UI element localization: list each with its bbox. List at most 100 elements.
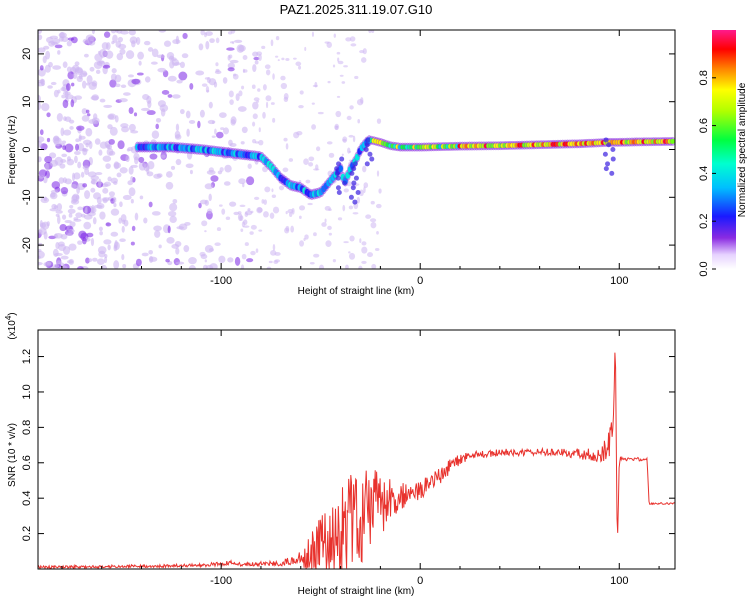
spectrogram-noise-blob [62, 91, 71, 96]
spectrogram-noise-blob [325, 240, 332, 247]
spectrogram-noise-blob [298, 65, 302, 70]
spectrogram-noise-blob [110, 208, 120, 216]
spectrogram-streak-blob [364, 142, 370, 148]
spectrogram-noise-blob [250, 224, 257, 230]
spectrogram-noise-blob [115, 83, 121, 88]
spectrogram-noise-blob [61, 265, 68, 269]
spectrogram-noise-blob [238, 90, 243, 97]
spectrogram-noise-blob [95, 172, 103, 176]
spectrogram-streak-blob [369, 156, 375, 162]
spectrogram-noise-blob [44, 156, 53, 164]
spectrogram-noise-blob [206, 208, 213, 215]
spectrogram-noise-blob [262, 166, 268, 173]
spectrogram-noise-blob [179, 108, 185, 115]
spectrogram-noise-blob [101, 197, 110, 202]
spectrogram-noise-blob [241, 253, 247, 260]
spectrogram-noise-blob [228, 90, 234, 98]
spectrogram-noise-blob [258, 127, 261, 133]
spectrogram-noise-blob [103, 31, 111, 38]
spectrogram-noise-blob [72, 193, 80, 202]
spectrogram-noise-blob [354, 75, 359, 80]
spectrogram-noise-blob [119, 238, 126, 243]
spectrogram-noise-blob [121, 225, 125, 233]
spectrogram-noise-blob [158, 244, 162, 249]
spectrogram-noise-blob [172, 39, 181, 45]
spectrogram-noise-blob [345, 37, 352, 42]
spectrogram-noise-blob [303, 158, 309, 166]
spectrogram-noise-blob [356, 196, 361, 204]
spectrogram-noise-blob [158, 30, 167, 33]
spectrogram-streak-blob [349, 170, 355, 176]
spectrogram-noise-blob [149, 153, 158, 160]
colorbar-gradient [712, 30, 736, 269]
spectrogram-noise-blob [137, 51, 145, 60]
spectrogram-noise-blob [143, 163, 150, 172]
spectrogram-noise-blob [201, 220, 208, 227]
spectrogram-noise-blob [246, 176, 255, 186]
spectrogram-noise-blob [45, 162, 49, 171]
spectrogram-noise-blob [324, 218, 327, 223]
spectrogram-noise-blob [76, 75, 83, 82]
spectrogram-noise-blob [65, 83, 71, 91]
spectrogram-noise-blob [317, 111, 324, 115]
spectrogram-noise-blob [96, 196, 102, 205]
spectrogram-noise-blob [250, 210, 254, 214]
spectrogram-noise-blob [225, 216, 231, 221]
spectrogram-noise-blob [241, 126, 248, 134]
spectrogram-noise-blob [258, 139, 264, 146]
spectrogram-noise-blob [174, 240, 182, 247]
spectrogram-noise-blob [272, 244, 276, 251]
snr-frame [37, 329, 676, 570]
spectrogram-noise-blob [90, 237, 95, 247]
spectrogram-noise-blob [223, 181, 231, 186]
spectrogram-noise-blob [120, 123, 129, 128]
spectrogram-noise-blob [376, 170, 380, 177]
spectrogram-noise-blob [242, 68, 245, 73]
spectrogram-noise-blob [237, 211, 242, 215]
spectrogram-noise-blob [239, 204, 246, 208]
spectrogram-noise-blob [265, 101, 269, 109]
spectrogram-noise-blob [74, 150, 81, 156]
spectrogram-noise-blob [214, 128, 217, 135]
spectrogram-noise-blob [57, 215, 61, 225]
spectrogram-noise-blob [59, 163, 66, 169]
spectrogram-noise-blob [208, 167, 214, 173]
spectrogram-noise-blob [119, 167, 128, 174]
spectrogram-streak-blob [335, 185, 341, 191]
spectrogram-noise-blob [201, 83, 208, 87]
spectrogram-noise-blob [144, 76, 151, 83]
spectrogram-noise-blob [38, 141, 43, 148]
spectrogram-noise-blob [81, 80, 87, 89]
spectrogram-noise-blob [371, 263, 377, 269]
spectrogram-noise-blob [283, 92, 289, 100]
spectrogram-noise-blob [51, 203, 57, 210]
spectrogram-noise-blob [234, 256, 241, 266]
spectrogram-noise-blob [135, 36, 141, 45]
spectrogram-noise-blob [262, 111, 266, 119]
spectrogram-noise-blob [74, 155, 78, 164]
spectrogram-noise-blob [133, 152, 140, 161]
spectrogram-noise-blob [66, 40, 72, 47]
spectrogram-noise-blob [58, 177, 65, 184]
spectrogram-noise-blob [197, 120, 201, 129]
spectrogram-noise-blob [289, 212, 293, 218]
spectrogram-noise-blob [76, 265, 84, 269]
spectrogram-noise-blob [140, 107, 150, 112]
spectrogram-noise-blob [272, 206, 280, 214]
spectrogram-noise-blob [170, 165, 176, 170]
spectrogram-noise-blob [251, 84, 256, 89]
spectrogram-noise-blob [110, 73, 117, 81]
spectrogram-streak-blob [355, 190, 361, 196]
spectrogram-noise-blob [107, 176, 112, 182]
spectrogram-streak-blob [350, 185, 356, 191]
spectrogram-noise-blob [74, 61, 80, 66]
spectrogram-noise-blob [52, 248, 59, 257]
spectrogram-noise-blob [155, 123, 159, 130]
snr-x-axis-label: Height of straight line (km) [298, 586, 415, 597]
spectrogram-noise-blob [188, 265, 196, 269]
spectrogram-noise-blob [363, 182, 369, 189]
spectrogram-noise-blob [206, 89, 210, 93]
spectrogram-noise-blob [85, 127, 93, 137]
spectrogram-noise-blob [58, 244, 67, 251]
